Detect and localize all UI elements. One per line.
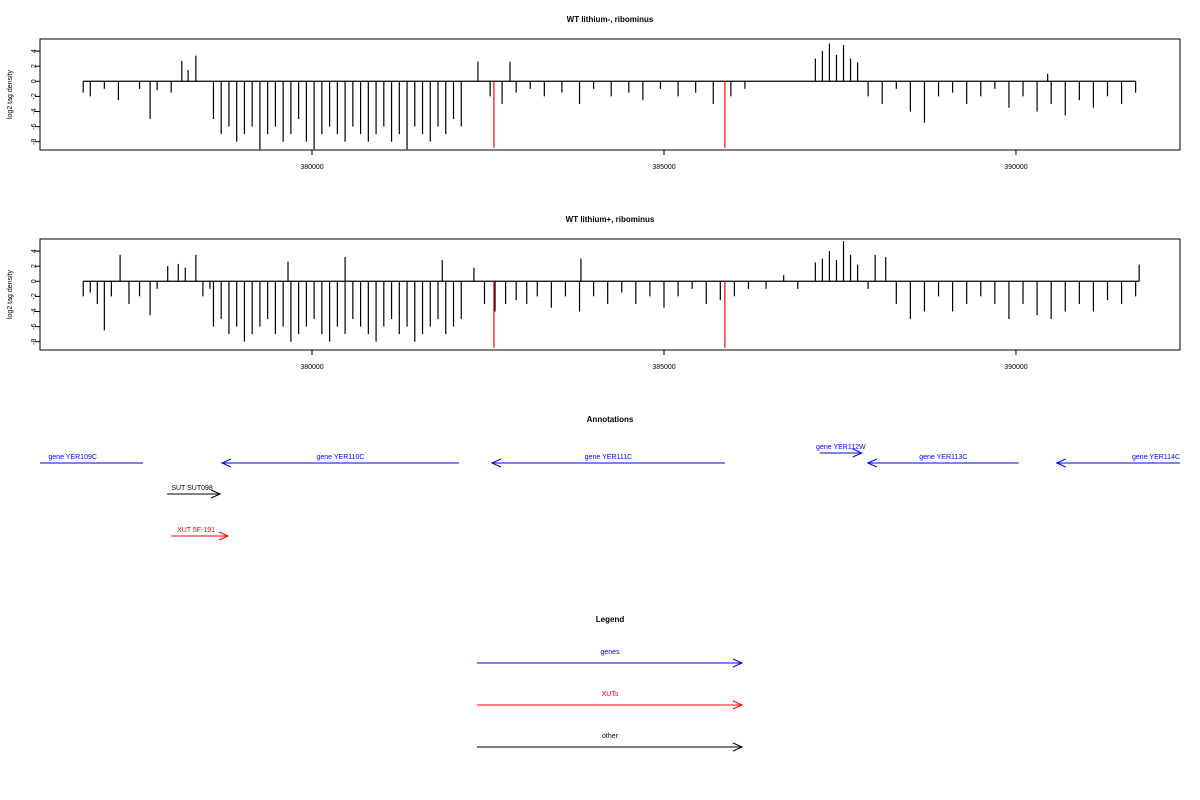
arrow-head: [866, 458, 877, 468]
x-tick-label: 385000: [652, 364, 675, 371]
y-tick-label: -6: [31, 323, 38, 329]
annotations-title: Annotations: [587, 415, 634, 424]
y-tick-label: -8: [31, 338, 38, 344]
arrow-head: [220, 458, 232, 468]
feature-label: XUT 5F-191: [177, 527, 215, 534]
plot-frame: [39, 38, 1181, 151]
feature-label: gene YER114C: [1132, 454, 1180, 461]
feature-label: SUT SUT098: [171, 485, 213, 492]
legend-label: XUTs: [602, 691, 619, 698]
y-tick-label: -2: [31, 293, 38, 299]
panel-title: WT lithium+, ribominus: [566, 215, 655, 224]
arrow-head: [490, 458, 502, 468]
panel: WT lithium-, ribominus log2 tag density -8…: [7, 15, 1181, 171]
x-tick-label: 390000: [1004, 364, 1027, 371]
y-tick-label: -2: [31, 93, 38, 99]
feature-label: gene YER113C: [919, 454, 967, 461]
arrow-head: [218, 531, 230, 541]
y-axis-label: log2 tag density: [7, 69, 14, 119]
legend-title: Legend: [596, 615, 625, 624]
y-tick-label: 4: [31, 249, 38, 253]
feature-label: gene YER112W: [816, 444, 866, 451]
arrow-head: [852, 448, 864, 458]
arrow-head: [732, 658, 744, 668]
panel-title: WT lithium-, ribominus: [567, 15, 654, 24]
feature-label: gene YER109C: [48, 454, 97, 461]
y-tick-label: 0: [31, 79, 38, 83]
x-tick-label: 380000: [300, 364, 323, 371]
y-tick-label: -6: [31, 123, 38, 129]
plot-frame: [39, 238, 1181, 351]
x-tick-label: 380000: [300, 164, 323, 171]
x-tick-label: 385000: [652, 164, 675, 171]
y-tick-label: 2: [31, 64, 38, 68]
panels: WT lithium-, ribominus log2 tag density -8…: [7, 15, 1181, 371]
y-tick-label: 2: [31, 264, 38, 268]
legend-label: other: [602, 733, 619, 740]
y-tick-label: -4: [31, 308, 38, 314]
arrow-head: [210, 489, 222, 499]
annotation-track: gene YER109C gene YER110C gene YER111C gene…: [2, 444, 1180, 541]
y-axis-label: log2 tag density: [7, 269, 14, 319]
y-tick-label: 0: [31, 279, 38, 283]
panel: WT lithium+, ribominus log2 tag density -8…: [7, 215, 1181, 371]
arrow-head: [732, 700, 744, 710]
y-tick-label: 4: [31, 49, 38, 53]
arrow-head: [732, 742, 744, 752]
x-tick-label: 390000: [1004, 164, 1027, 171]
feature-label: gene YER111C: [585, 454, 632, 461]
arrow-head: [2, 459, 11, 467]
y-tick-label: -8: [31, 138, 38, 144]
feature-label: gene YER110C: [316, 454, 364, 461]
arrow-head: [1055, 458, 1066, 468]
y-tick-label: -4: [31, 108, 38, 114]
legend-label: genes: [600, 649, 620, 656]
legend: genes XUTs other: [477, 649, 744, 752]
